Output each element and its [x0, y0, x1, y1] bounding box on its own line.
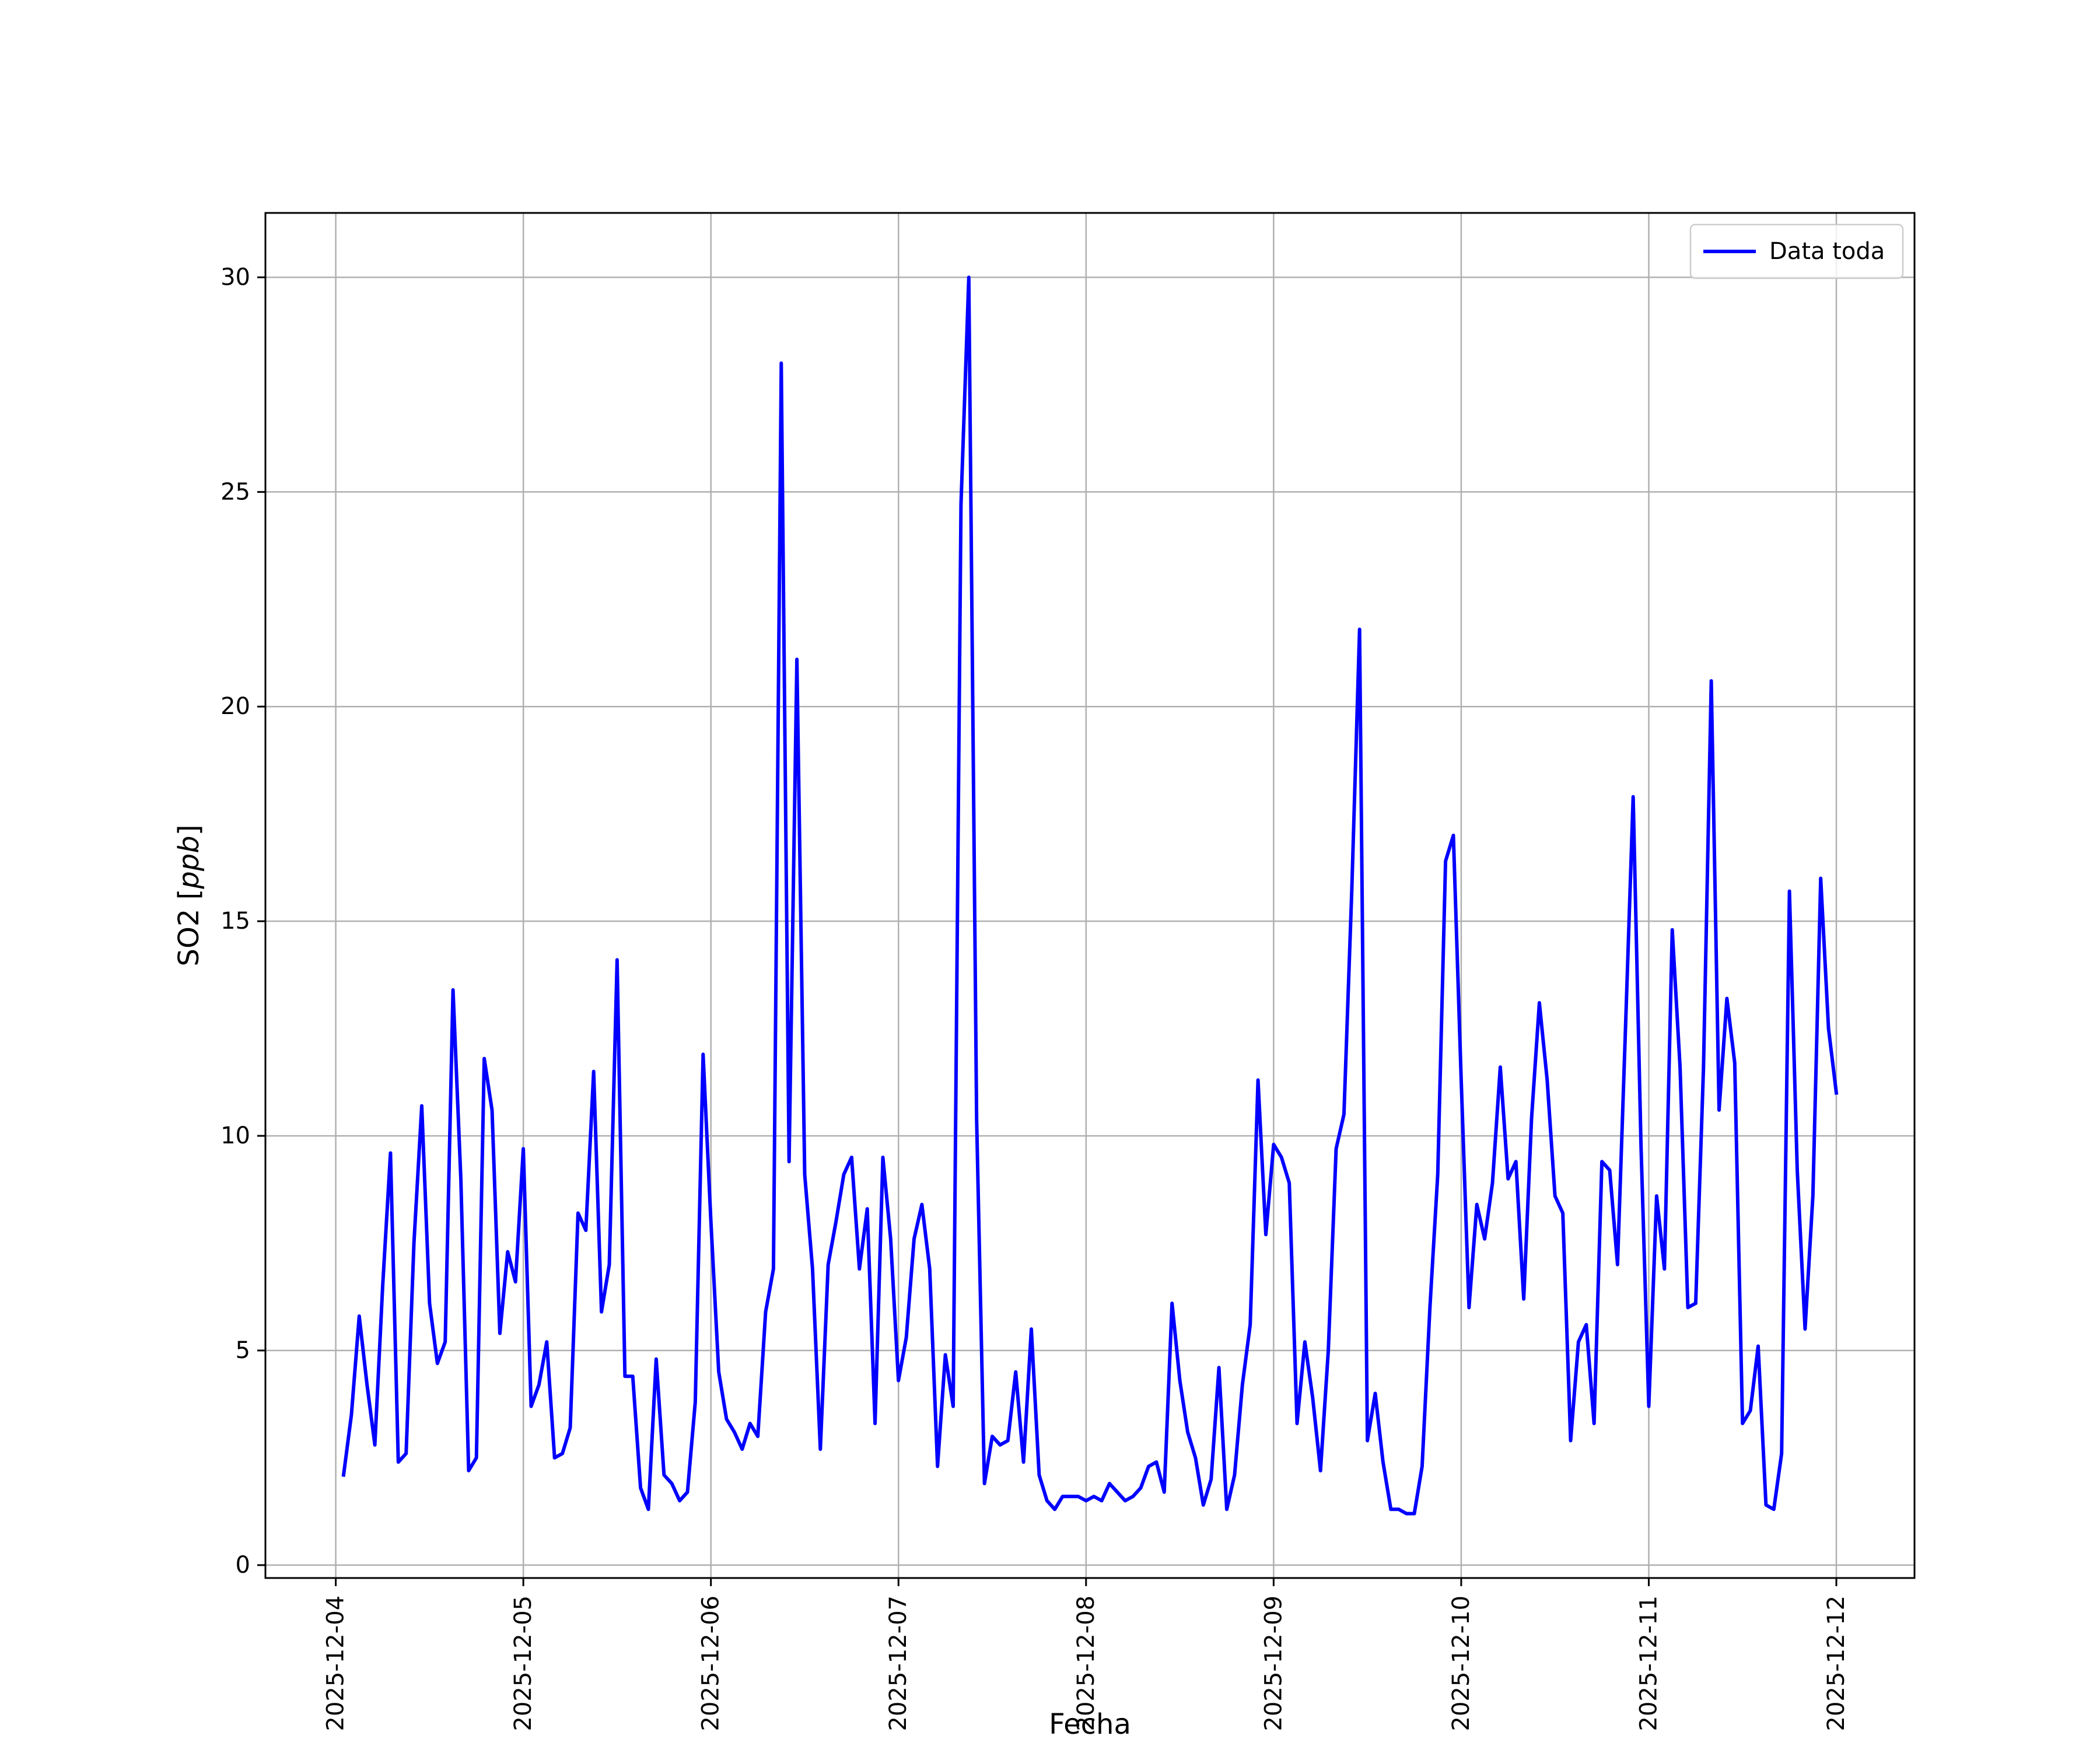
x-axis-title: Fecha: [1049, 1708, 1131, 1741]
y-tick-label-30: 30: [220, 264, 250, 291]
series-line-data-toda: [341, 275, 1839, 1516]
x-tick-label-2025-12-08: 2025-12-08: [1073, 1595, 1100, 1731]
x-tick-label-2025-12-06: 2025-12-06: [698, 1595, 724, 1731]
y-tick-label-25: 25: [220, 478, 250, 505]
x-tick-label-2025-12-09: 2025-12-09: [1260, 1595, 1287, 1731]
y-axis-title: SO2 [ppb]: [173, 825, 205, 967]
legend-label-data-toda: Data toda: [1769, 238, 1885, 265]
x-tick-label-2025-12-12: 2025-12-12: [1823, 1595, 1850, 1731]
y-axis-title-unit: ppb: [173, 835, 205, 889]
y-tick-label-15: 15: [220, 908, 250, 935]
legend-box: [1689, 223, 1904, 279]
x-tick-label-2025-12-07: 2025-12-07: [885, 1595, 912, 1731]
y-tick-label-20: 20: [220, 693, 250, 720]
grid-lines: [265, 213, 1915, 1578]
y-axis-title-text: SO2 [: [173, 889, 205, 967]
legend: Data toda: [1689, 223, 1904, 279]
series-layer: [341, 275, 1839, 1516]
y-tick-label-5: 5: [236, 1337, 250, 1364]
x-tick-label-2025-12-11: 2025-12-11: [1635, 1595, 1662, 1731]
x-axis-ticks: 2025-12-04 2025-12-05 2025-12-06 2025-12-07…: [323, 1578, 1850, 1731]
x-tick-label-2025-12-10: 2025-12-10: [1448, 1595, 1475, 1731]
y-tick-label-0: 0: [236, 1552, 250, 1579]
x-tick-label-2025-12-04: 2025-12-04: [323, 1595, 349, 1731]
y-axis-ticks: 0 5 10 15 20 25 30: [220, 264, 265, 1579]
y-axis-title-bracket: ]: [173, 825, 205, 836]
y-tick-label-10: 10: [220, 1122, 250, 1149]
x-tick-label-2025-12-05: 2025-12-05: [510, 1595, 537, 1731]
plot-area-frame: [264, 212, 1916, 1579]
